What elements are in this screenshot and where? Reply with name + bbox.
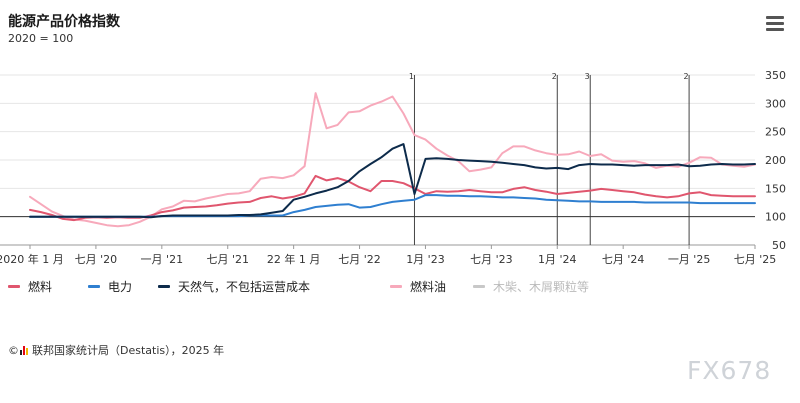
destatis-logo-icon <box>20 345 29 355</box>
copyright-symbol: © <box>8 343 19 357</box>
hamburger-menu-icon[interactable] <box>766 16 784 32</box>
legend-item-1[interactable]: 电力 <box>88 278 132 295</box>
x-tick-label: 一月 '25 <box>668 253 711 266</box>
legend-item-3[interactable]: 燃料油 <box>390 278 446 295</box>
legend-label: 天然气，不包括运营成本 <box>178 280 311 294</box>
chart-title: 能源产品价格指数 <box>8 14 120 30</box>
source-note: © 联邦国家统计局（Destatis），2025 年 <box>8 342 224 358</box>
y-tick-label: 250 <box>765 126 786 139</box>
chart-legend: 燃料 电力 天然气，不包括运营成本 燃料油 木柴、木屑颗粒等 <box>8 278 798 296</box>
annotation-label: 1 <box>409 72 414 81</box>
x-tick-label: 七月 '22 <box>338 253 381 266</box>
y-tick-label: 100 <box>765 211 786 224</box>
legend-swatch <box>8 285 20 288</box>
legend-swatch <box>473 285 485 288</box>
legend-swatch <box>158 285 170 288</box>
legend-item-0[interactable]: 燃料 <box>8 278 52 295</box>
series-line-1 <box>29 194 756 218</box>
y-tick-label: 300 <box>765 97 786 110</box>
x-tick-label: 2020 年 1 月 <box>0 252 64 266</box>
x-tick-label: 一月 '21 <box>141 253 184 266</box>
x-tick-label: 七月 '23 <box>470 253 513 266</box>
annotation-label: 3 <box>585 72 590 81</box>
legend-label: 木柴、木屑颗粒等 <box>493 280 590 294</box>
legend-item-4[interactable]: 木柴、木屑颗粒等 <box>473 278 589 295</box>
legend-label: 电力 <box>108 280 133 294</box>
legend-label: 燃料油 <box>410 280 447 294</box>
legend-swatch <box>88 285 100 288</box>
x-tick-label: 七月 '25 <box>734 253 777 266</box>
y-tick-label: 50 <box>772 239 786 252</box>
y-tick-label: 350 <box>765 69 786 82</box>
x-tick-label: 1月 '24 <box>538 253 577 266</box>
line-chart: 50 100 150 200 250 300 350 2020 年 1 月七月 '20 一月 '… <box>0 69 786 266</box>
x-tick-label: 七月 '24 <box>602 253 645 266</box>
y-tick-label: 200 <box>765 154 786 167</box>
x-tick-label: 22 年 1 月 <box>267 252 321 266</box>
legend-swatch <box>390 285 402 288</box>
legend-item-2[interactable]: 天然气，不包括运营成本 <box>158 278 310 295</box>
series-line-0 <box>29 174 756 222</box>
series-line-2 <box>29 143 756 219</box>
x-tick-label: 七月 '20 <box>75 253 118 266</box>
legend-label: 燃料 <box>28 280 53 294</box>
watermark: FX678 <box>687 356 772 385</box>
annotation-label: 2 <box>552 72 557 81</box>
source-text: 联邦国家统计局（Destatis），2025 年 <box>32 344 225 357</box>
y-tick-label: 150 <box>765 182 786 195</box>
annotation-label: 2 <box>684 72 689 81</box>
x-tick-label: 1月 '23 <box>406 253 445 266</box>
chart-subtitle: 2020 = 100 <box>8 32 74 45</box>
x-tick-label: 七月 '21 <box>206 253 249 266</box>
